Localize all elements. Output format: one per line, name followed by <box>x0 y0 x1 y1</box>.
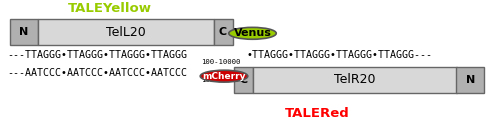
Text: 100-10000: 100-10000 <box>202 77 241 83</box>
Text: C: C <box>219 27 227 37</box>
Text: mCherry: mCherry <box>202 72 246 81</box>
FancyBboxPatch shape <box>10 19 38 45</box>
Text: TelL20: TelL20 <box>106 26 146 39</box>
Text: •AATCCC•AATCCC•AATCCC•AAT: •AATCCC•AATCCC•AATCCC•AAT <box>246 68 396 78</box>
Text: TelR20: TelR20 <box>334 73 376 86</box>
FancyBboxPatch shape <box>38 19 214 45</box>
Text: ---TTAGGG•TTAGGG•TTAGGG•TTAGGG: ---TTAGGG•TTAGGG•TTAGGG•TTAGGG <box>8 50 188 60</box>
Ellipse shape <box>200 70 248 82</box>
Text: TALEYellow: TALEYellow <box>68 2 152 15</box>
FancyBboxPatch shape <box>253 67 456 93</box>
Text: TALERed: TALERed <box>285 107 350 119</box>
Text: Venus: Venus <box>234 28 272 38</box>
Text: 100-10000: 100-10000 <box>202 59 241 65</box>
FancyBboxPatch shape <box>214 19 233 45</box>
FancyBboxPatch shape <box>456 67 484 93</box>
Text: N: N <box>466 75 475 85</box>
FancyBboxPatch shape <box>234 67 253 93</box>
Text: ---AATCCC•AATCCC•AATCCC•AATCCC: ---AATCCC•AATCCC•AATCCC•AATCCC <box>8 68 188 78</box>
Text: N: N <box>19 27 28 37</box>
Text: •TTAGGG•TTAGGG•TTAGGG•TTAGGG---: •TTAGGG•TTAGGG•TTAGGG•TTAGGG--- <box>246 50 432 60</box>
Ellipse shape <box>229 27 276 39</box>
Text: C: C <box>240 75 248 85</box>
